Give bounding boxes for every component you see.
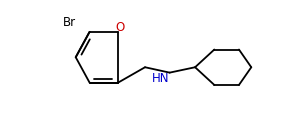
Text: Br: Br bbox=[63, 16, 76, 29]
Text: HN: HN bbox=[152, 72, 169, 85]
Text: O: O bbox=[115, 21, 124, 34]
